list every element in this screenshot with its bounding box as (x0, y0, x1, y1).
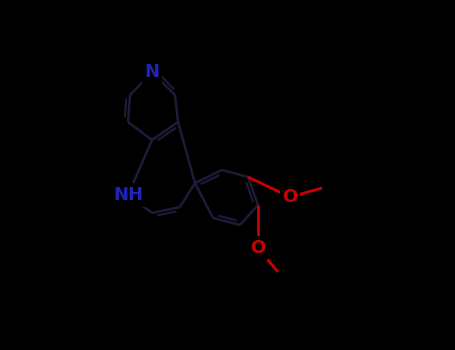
Text: O: O (283, 188, 298, 206)
Text: O: O (250, 239, 266, 257)
Text: N: N (145, 63, 160, 81)
Text: NH: NH (113, 186, 143, 204)
